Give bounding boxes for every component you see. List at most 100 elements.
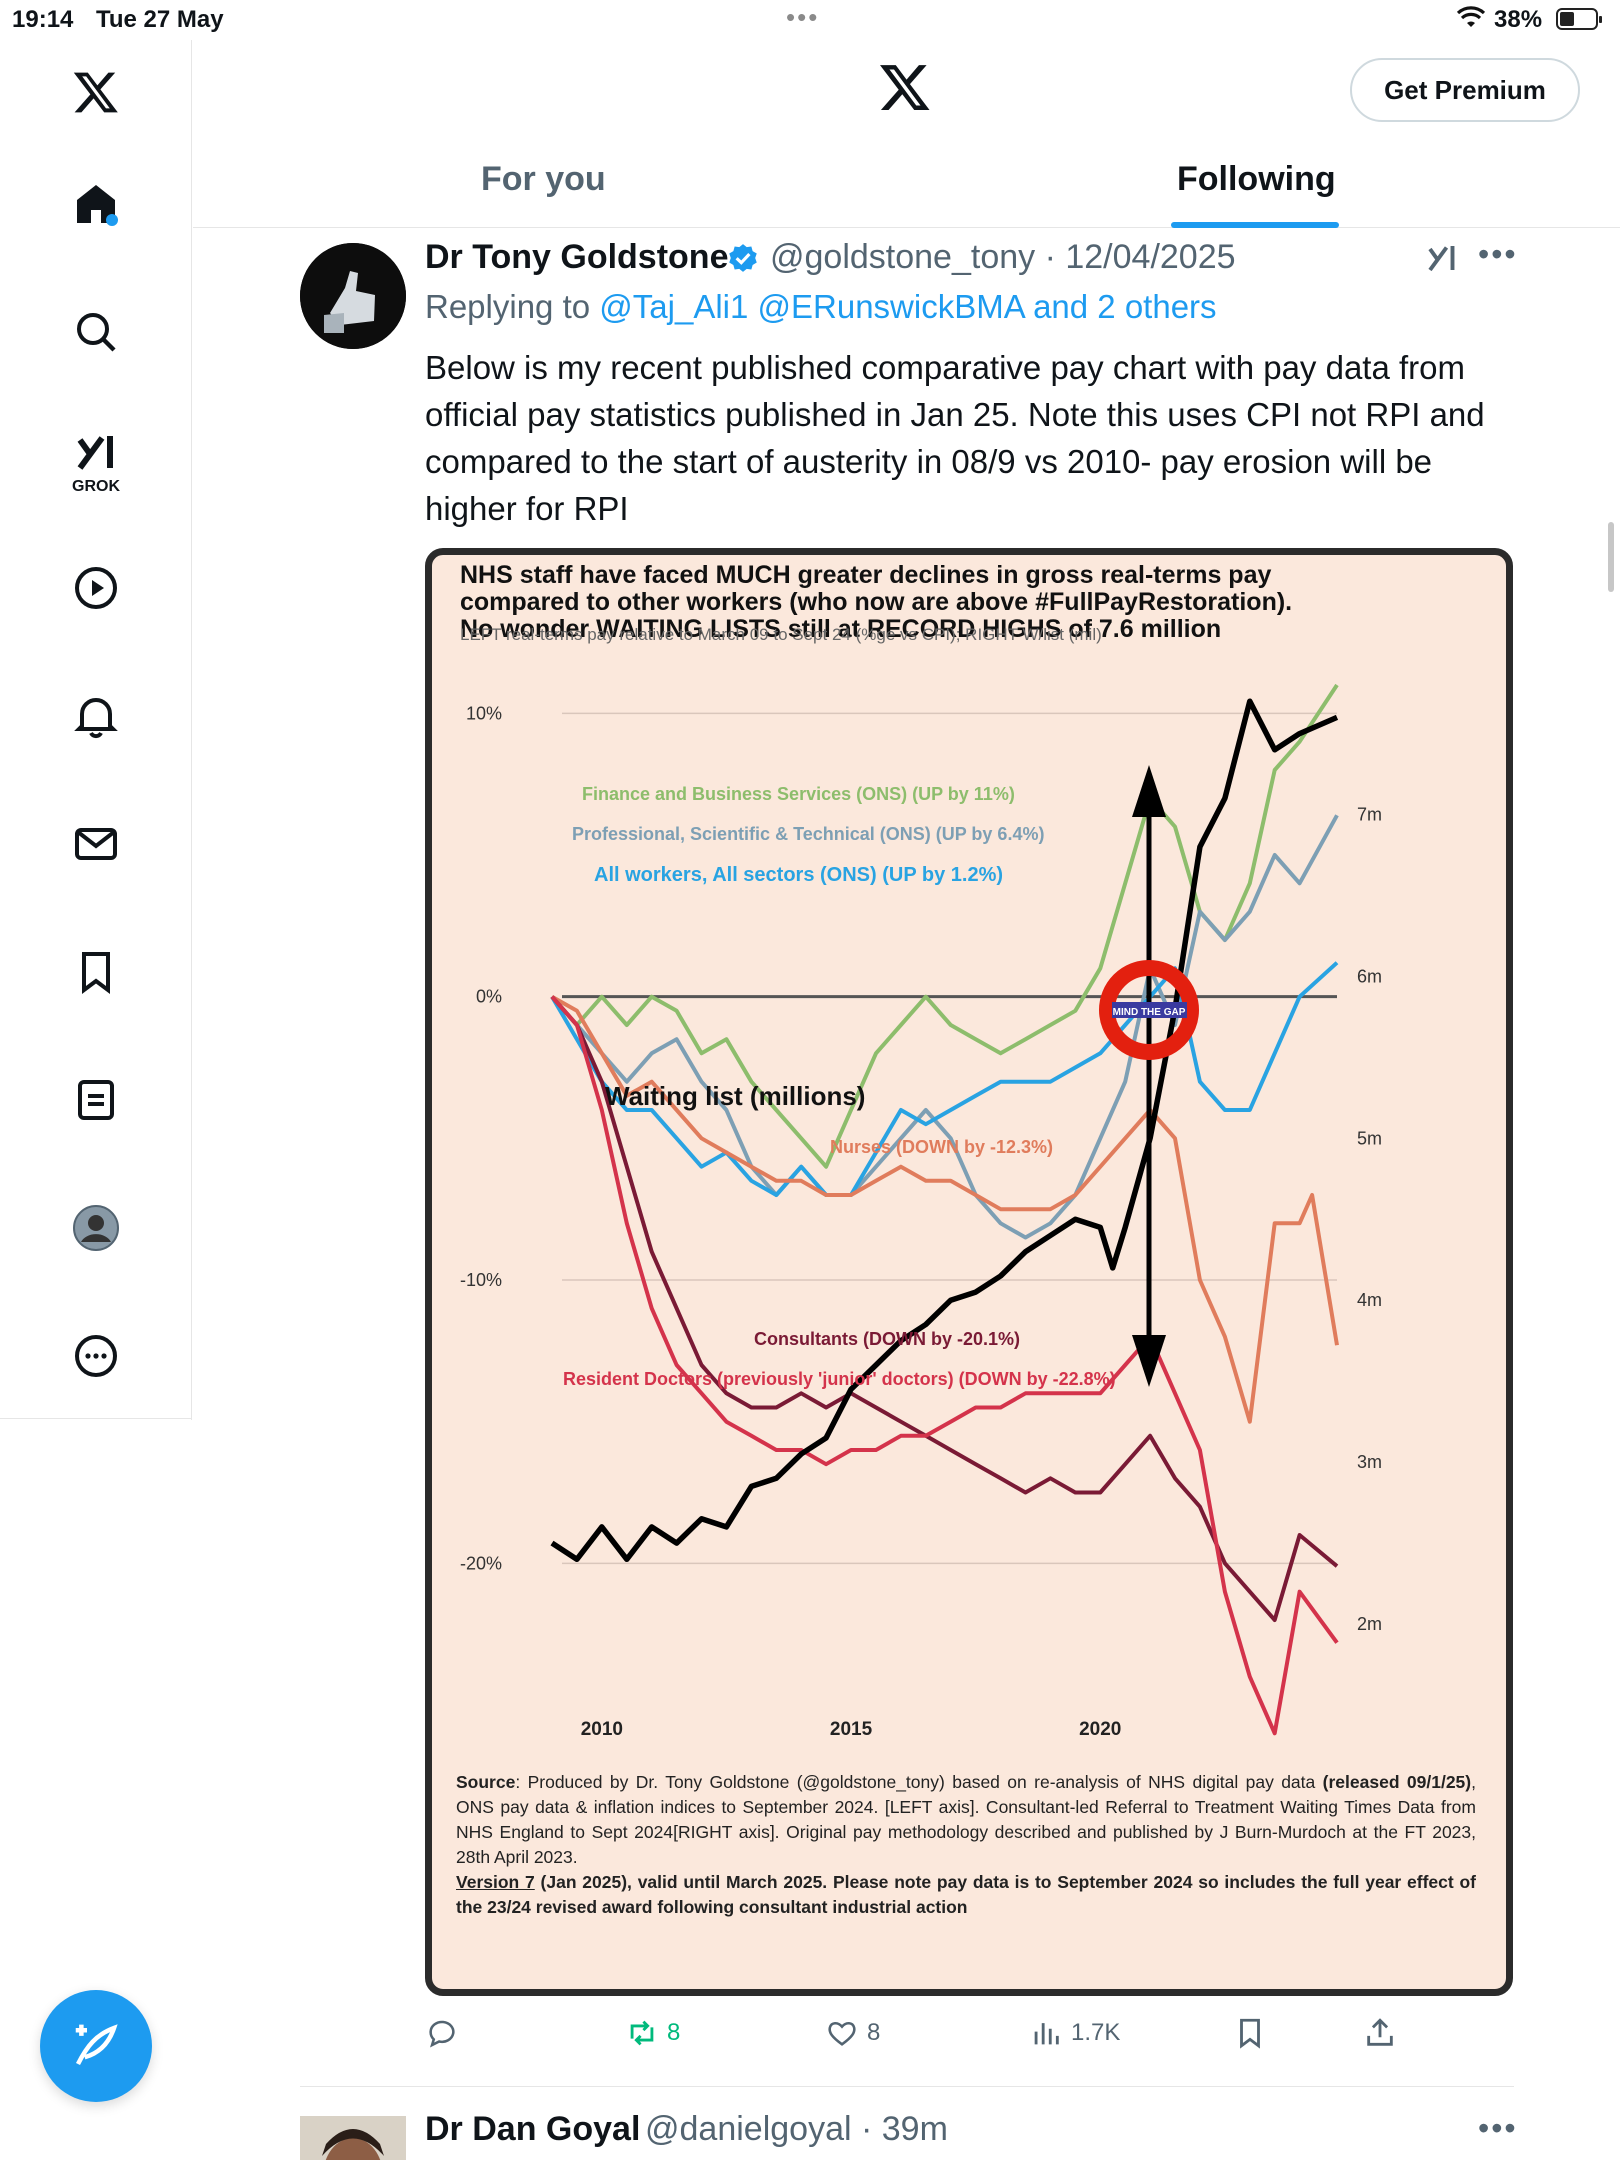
series-line bbox=[550, 814, 1339, 1240]
y-right-tick-label: 2m bbox=[1357, 1614, 1382, 1634]
chart-subtitle: LEFT real-terms pay relative to March 09… bbox=[460, 625, 1102, 644]
battery-icon bbox=[1556, 8, 1602, 30]
series-line bbox=[550, 995, 1339, 1736]
retweet-icon bbox=[630, 2020, 654, 2046]
share-upload-icon bbox=[1367, 2018, 1393, 2046]
series-label: Consultants (DOWN by -20.1%) bbox=[754, 1329, 1020, 1349]
bookmarks-icon[interactable] bbox=[66, 942, 126, 1002]
get-premium-button[interactable]: Get Premium bbox=[1350, 58, 1580, 122]
page-scrollbar[interactable] bbox=[1608, 522, 1614, 592]
lists-icon[interactable] bbox=[66, 1070, 126, 1130]
reply-button[interactable] bbox=[425, 2016, 459, 2050]
y-right-tick-label: 3m bbox=[1357, 1452, 1382, 1472]
views-button[interactable]: 1.7K bbox=[1029, 2016, 1120, 2050]
tweet-text: Below is my recent published comparative… bbox=[425, 349, 1485, 527]
profile-avatar-icon[interactable] bbox=[66, 1198, 126, 1258]
x-logo-icon[interactable] bbox=[66, 62, 126, 122]
y-left-tick-label: 10% bbox=[466, 703, 502, 723]
tab-for-you[interactable]: For you bbox=[481, 160, 606, 198]
next-tweet-more-icon[interactable]: ••• bbox=[1478, 2110, 1518, 2146]
author-avatar[interactable] bbox=[300, 243, 406, 349]
footnote-source-label: Source bbox=[456, 1772, 516, 1792]
status-date: Tue 27 May bbox=[96, 6, 224, 33]
y-right-tick-label: 5m bbox=[1357, 1128, 1382, 1148]
series-line bbox=[550, 683, 1339, 1169]
next-author-avatar[interactable] bbox=[300, 2116, 406, 2160]
tweet-actions: 8 8 1.7K bbox=[425, 2016, 1525, 2066]
notifications-bell-icon[interactable] bbox=[66, 686, 126, 746]
bookmark-button[interactable] bbox=[1233, 2016, 1267, 2050]
chart-series bbox=[550, 683, 1339, 1736]
next-author-name[interactable]: Dr Dan Goyal bbox=[425, 2110, 641, 2148]
series-line bbox=[550, 995, 1339, 1622]
status-time: 19:14 bbox=[12, 6, 74, 33]
footnote-body: , ONS pay data & inflation indices to Se… bbox=[456, 1772, 1476, 1867]
sidebar-divider bbox=[0, 1418, 192, 1419]
y-right-tick-label: 6m bbox=[1357, 966, 1382, 986]
status-bar: 19:14 Tue 27 May ••• 38% bbox=[0, 0, 1620, 40]
mind-the-gap-roundel: MIND THE GAP bbox=[1099, 960, 1199, 1060]
reply-mentions[interactable]: @Taj_Ali1 @ERunswickBMA and 2 others bbox=[599, 288, 1217, 325]
reply-prefix: Replying to bbox=[425, 288, 591, 325]
like-button[interactable]: 8 bbox=[825, 2016, 880, 2050]
series-line bbox=[550, 961, 1339, 1197]
tweet-divider bbox=[300, 2086, 1514, 2087]
chart-footnote: Source: Produced by Dr. Tony Goldstone (… bbox=[456, 1770, 1476, 1920]
video-icon[interactable] bbox=[66, 558, 126, 618]
tab-following[interactable]: Following bbox=[1177, 160, 1336, 198]
retweet-button[interactable]: 8 bbox=[625, 2016, 680, 2050]
next-author-handle[interactable]: @danielgoyal · 39m bbox=[645, 2110, 948, 2148]
compose-feather-icon bbox=[75, 2024, 118, 2066]
waiting-list-label: Waiting list (millions) bbox=[605, 1081, 865, 1111]
footnote-version-label: Version 7 bbox=[456, 1872, 535, 1892]
more-options-icon[interactable] bbox=[66, 1326, 126, 1386]
wifi-icon bbox=[1456, 6, 1486, 37]
like-count: 8 bbox=[867, 2019, 881, 2046]
messages-icon[interactable] bbox=[66, 814, 126, 874]
footnote-source-text: : Produced by Dr. Tony Goldstone (@golds… bbox=[515, 1772, 1316, 1792]
chart-gridlines bbox=[562, 712, 1337, 1565]
footnote-released: (released 09/1/25) bbox=[1315, 1772, 1472, 1792]
battery-percent: 38% bbox=[1494, 6, 1543, 33]
series-label: All workers, All sectors (ONS) (UP by 1.… bbox=[594, 864, 1003, 886]
verified-badge-icon bbox=[726, 242, 760, 276]
chart-series-labels: Finance and Business Services (ONS) (UP … bbox=[563, 784, 1116, 1389]
grok-explain-icon[interactable] bbox=[1424, 240, 1460, 281]
bookmark-icon bbox=[1240, 2018, 1260, 2049]
y-left-tick-label: 0% bbox=[476, 987, 502, 1007]
grok-label: GROK bbox=[72, 478, 120, 495]
y-right-tick-label: 7m bbox=[1357, 805, 1382, 825]
footnote-text: Source: Produced by Dr. Tony Goldstone (… bbox=[456, 1770, 1476, 1920]
x-tick-label: 2020 bbox=[1079, 1719, 1121, 1740]
heart-icon bbox=[828, 2021, 856, 2046]
header-x-logo-icon[interactable] bbox=[878, 60, 932, 119]
author-name[interactable]: Dr Tony Goldstone bbox=[425, 238, 729, 276]
tweet-more-icon[interactable]: ••• bbox=[1478, 236, 1518, 272]
chart-title-line: compared to other workers (who now are a… bbox=[460, 588, 1292, 616]
roundel-text: MIND THE GAP bbox=[1113, 1007, 1186, 1018]
grok-icon[interactable] bbox=[66, 422, 126, 482]
sidebar-nav: GROK bbox=[0, 40, 192, 1420]
timeline-tabs: For you Following bbox=[193, 152, 1620, 228]
view-count: 1.7K bbox=[1071, 2019, 1121, 2046]
roundel-bar bbox=[1112, 1002, 1187, 1018]
author-handle[interactable]: @goldstone_tony · 12/04/2025 bbox=[770, 238, 1236, 276]
compose-post-button[interactable] bbox=[40, 1990, 152, 2102]
share-button[interactable] bbox=[1363, 2016, 1397, 2050]
series-label: Nurses (DOWN by -12.3%) bbox=[830, 1137, 1053, 1157]
y-left-tick-label: -20% bbox=[460, 1553, 502, 1573]
waiting-list-line bbox=[550, 698, 1339, 1563]
footnote-box: Source: Produced by Dr. Tony Goldstone (… bbox=[456, 1770, 1476, 1920]
chart-title: NHS staff have faced MUCH greater declin… bbox=[460, 561, 1292, 643]
search-icon[interactable] bbox=[66, 302, 126, 362]
multitask-dots-icon[interactable]: ••• bbox=[786, 2, 820, 32]
chart-title-line: No wonder WAITING LISTS still at RECORD … bbox=[460, 615, 1221, 643]
series-label: Professional, Scientific & Technical (ON… bbox=[572, 824, 1044, 844]
tweet-chart-image[interactable]: NHS staff have faced MUCH greater declin… bbox=[425, 548, 1513, 1996]
analytics-bars-icon bbox=[1034, 2023, 1059, 2045]
reply-icon bbox=[429, 2020, 455, 2048]
home-icon[interactable] bbox=[66, 174, 126, 234]
footnote-version-text: (Jan 2025), valid until March 2025. Plea… bbox=[456, 1872, 1476, 1917]
series-label: Finance and Business Services (ONS) (UP … bbox=[582, 784, 1015, 804]
roundel-ring bbox=[1099, 960, 1199, 1060]
